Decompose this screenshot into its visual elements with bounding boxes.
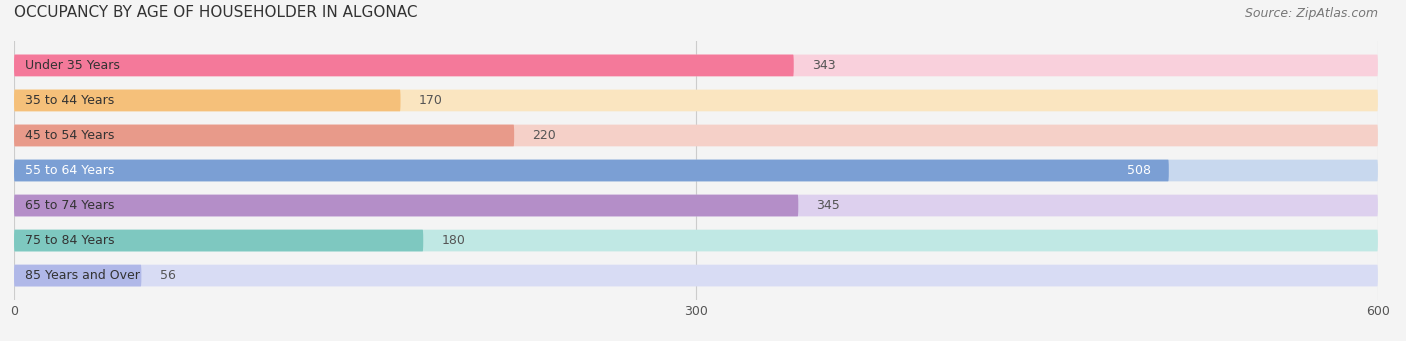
Text: Under 35 Years: Under 35 Years bbox=[25, 59, 121, 72]
FancyBboxPatch shape bbox=[14, 265, 142, 286]
Text: 45 to 54 Years: 45 to 54 Years bbox=[25, 129, 115, 142]
Text: 75 to 84 Years: 75 to 84 Years bbox=[25, 234, 115, 247]
FancyBboxPatch shape bbox=[14, 195, 799, 217]
Text: 35 to 44 Years: 35 to 44 Years bbox=[25, 94, 115, 107]
FancyBboxPatch shape bbox=[14, 55, 794, 76]
FancyBboxPatch shape bbox=[14, 90, 1378, 111]
Text: OCCUPANCY BY AGE OF HOUSEHOLDER IN ALGONAC: OCCUPANCY BY AGE OF HOUSEHOLDER IN ALGON… bbox=[14, 5, 418, 20]
Text: 220: 220 bbox=[533, 129, 555, 142]
FancyBboxPatch shape bbox=[14, 124, 515, 146]
FancyBboxPatch shape bbox=[14, 230, 1378, 251]
Text: 85 Years and Over: 85 Years and Over bbox=[25, 269, 141, 282]
FancyBboxPatch shape bbox=[14, 230, 423, 251]
Text: 508: 508 bbox=[1126, 164, 1150, 177]
FancyBboxPatch shape bbox=[14, 90, 401, 111]
Text: 170: 170 bbox=[419, 94, 443, 107]
Text: 343: 343 bbox=[811, 59, 835, 72]
FancyBboxPatch shape bbox=[14, 160, 1378, 181]
FancyBboxPatch shape bbox=[14, 55, 1378, 76]
Text: 55 to 64 Years: 55 to 64 Years bbox=[25, 164, 115, 177]
FancyBboxPatch shape bbox=[14, 195, 1378, 217]
FancyBboxPatch shape bbox=[14, 160, 1168, 181]
Text: 56: 56 bbox=[159, 269, 176, 282]
Text: Source: ZipAtlas.com: Source: ZipAtlas.com bbox=[1244, 7, 1378, 20]
Text: 65 to 74 Years: 65 to 74 Years bbox=[25, 199, 115, 212]
FancyBboxPatch shape bbox=[14, 265, 1378, 286]
Text: 180: 180 bbox=[441, 234, 465, 247]
FancyBboxPatch shape bbox=[14, 124, 1378, 146]
Text: 345: 345 bbox=[817, 199, 841, 212]
